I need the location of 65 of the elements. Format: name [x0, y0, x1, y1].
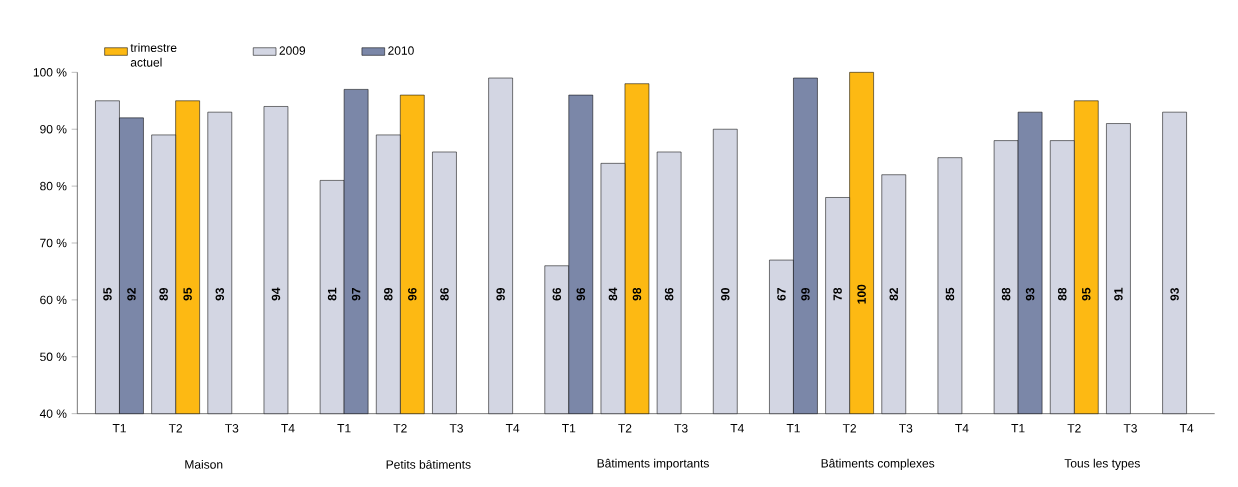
x-tick-label: T1 [786, 424, 800, 433]
data-label: 85 [945, 287, 955, 301]
data-label: 95 [103, 287, 112, 301]
text: Tous les types [1064, 458, 1140, 470]
x-tick-label: T3 [225, 424, 239, 433]
data-label: 96 [408, 287, 417, 301]
data-label: 84 [608, 287, 618, 301]
x-tick-label: T3 [899, 424, 913, 433]
data-label: 82 [889, 288, 899, 301]
x-tick-label: T3 [674, 424, 688, 433]
x-tick-label: T1 [337, 424, 351, 433]
y-tick-label: 40 % [39, 409, 67, 418]
data-label: 93 [215, 287, 225, 301]
y-tick-label: 100 % [33, 68, 67, 77]
x-tick-label: T2 [393, 424, 407, 433]
data-label: 89 [159, 287, 168, 301]
data-label: 66 [552, 287, 562, 301]
data-label: 67 [777, 288, 786, 301]
x-tick-label: T1 [562, 424, 576, 433]
legend-label: 2010 [388, 46, 414, 55]
legend-label: trimestre actuel [130, 43, 177, 67]
data-label: 96 [576, 287, 586, 301]
x-tick-label: T4 [505, 424, 520, 433]
y-tick-label: 60 % [40, 295, 67, 305]
data-label: 93 [1025, 287, 1035, 301]
y-tick-label: 70 % [40, 238, 67, 248]
data-label: 100 [857, 284, 866, 304]
x-tick-label: T2 [168, 424, 183, 433]
x-tick-label: T4 [1179, 424, 1194, 433]
y-tick-label: 90 % [40, 124, 67, 134]
data-label: 99 [496, 287, 505, 301]
data-label: 98 [632, 287, 642, 301]
x-tick-label: T4 [730, 424, 744, 433]
data-label: 90 [721, 288, 730, 301]
x-tick-label: T4 [955, 424, 969, 433]
x-tick-label: T4 [281, 424, 295, 433]
data-label: 78 [833, 287, 842, 301]
text: Maison [185, 459, 223, 469]
data-label: 86 [440, 287, 449, 301]
x-tick-label: T2 [618, 424, 632, 433]
y-tick-label: 80 % [40, 181, 67, 191]
data-label: 86 [664, 287, 674, 301]
data-label: 95 [1082, 287, 1091, 301]
x-tick-label: T2 [842, 424, 856, 433]
data-label: 95 [183, 287, 192, 301]
data-label: 88 [1058, 287, 1067, 301]
data-label: 93 [1170, 287, 1179, 301]
y-tick-label: 50 % [40, 352, 67, 362]
legend-label: 2009 [279, 46, 306, 55]
x-tick-label: T3 [1123, 424, 1137, 433]
text: Bâtiments complexes [821, 458, 935, 470]
data-label: 91 [1114, 287, 1123, 301]
data-label: 81 [327, 287, 337, 301]
data-label: 89 [384, 287, 393, 301]
data-label: 88 [1001, 287, 1011, 301]
text: Bâtiments importants [597, 458, 709, 470]
x-tick-label: T1 [1011, 424, 1025, 433]
data-label: 94 [271, 287, 281, 301]
x-tick-label: T1 [112, 424, 126, 433]
text: Petits bâtiments [386, 459, 471, 469]
data-label: 97 [351, 288, 361, 301]
x-tick-label: T3 [449, 424, 463, 433]
data-label: 99 [801, 287, 810, 301]
data-label: 92 [127, 288, 136, 301]
x-tick-label: T2 [1067, 424, 1081, 433]
